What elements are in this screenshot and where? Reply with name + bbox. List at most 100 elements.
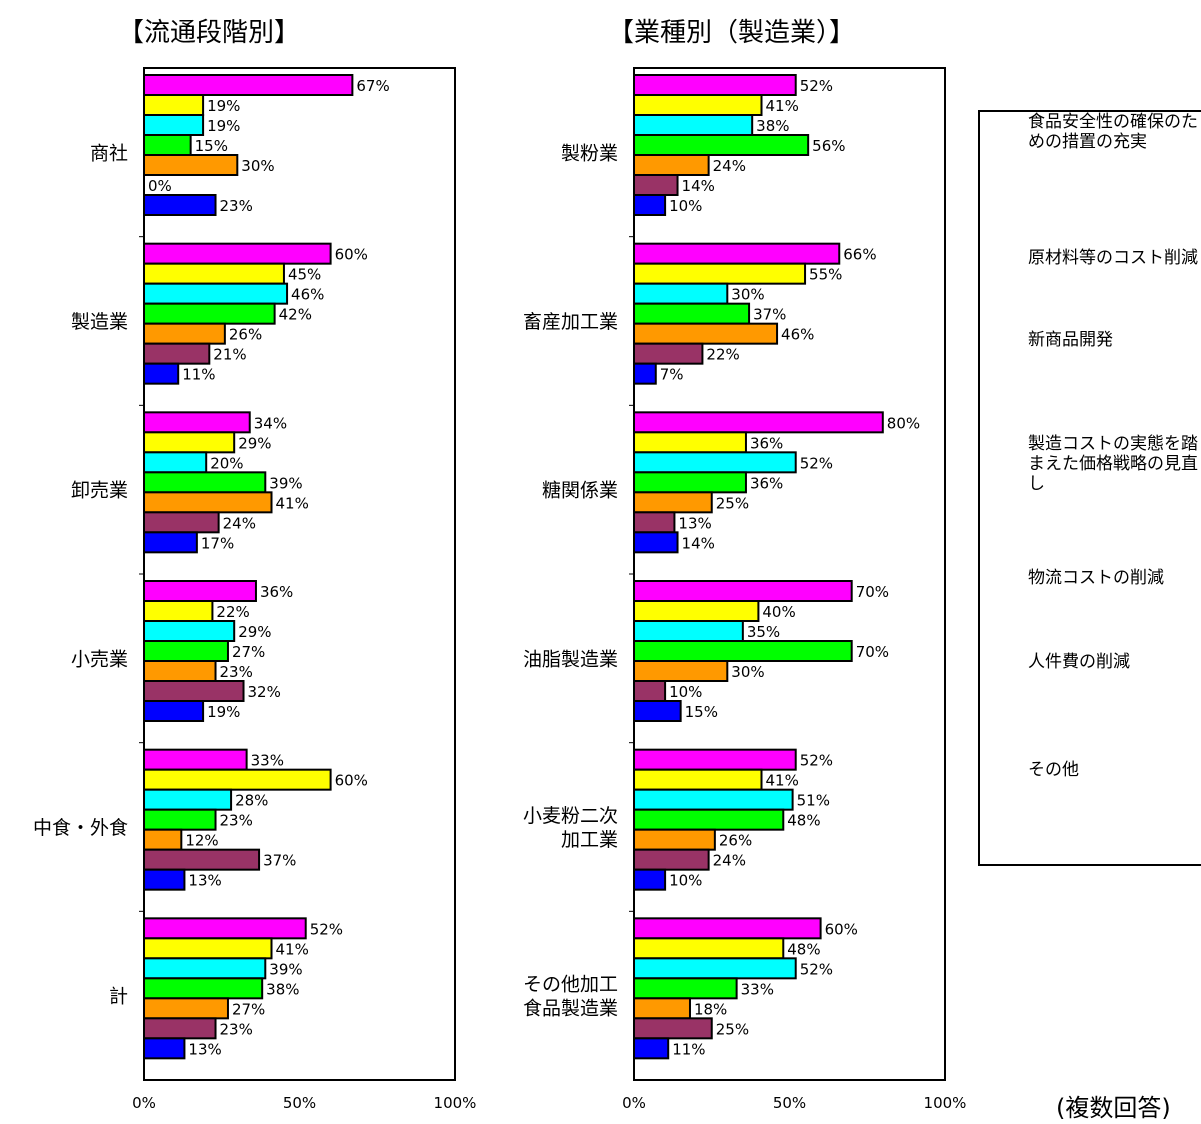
category-label: 商社 xyxy=(90,142,128,164)
category-label-line: 中食・外食 xyxy=(33,817,128,839)
data-label: 26% xyxy=(229,326,262,344)
legend-item: 製造コストの実態を踏まえた価格戦略の見直し xyxy=(1028,434,1198,494)
data-label: 14% xyxy=(682,177,715,195)
data-label: 23% xyxy=(220,1020,253,1038)
bar xyxy=(633,342,704,365)
data-label: 23% xyxy=(220,197,253,215)
bar xyxy=(143,322,226,345)
bar xyxy=(143,937,273,960)
data-label: 34% xyxy=(254,414,287,432)
data-label: 19% xyxy=(207,703,240,721)
bar xyxy=(143,828,183,851)
plot-area xyxy=(143,67,456,1081)
legend-item: その他 xyxy=(1028,760,1079,780)
data-label: 39% xyxy=(269,960,302,978)
bar xyxy=(633,868,667,891)
bar xyxy=(633,917,822,940)
data-label: 17% xyxy=(201,534,234,552)
category-label-line: 食品製造業 xyxy=(523,998,618,1020)
bar xyxy=(633,977,738,1000)
x-tick-label: 50% xyxy=(283,1094,316,1112)
bar xyxy=(143,868,186,891)
bar xyxy=(143,700,205,722)
data-label: 11% xyxy=(672,1040,705,1058)
bar xyxy=(143,362,180,385)
category-label-line: 商社 xyxy=(90,142,128,164)
bar xyxy=(143,957,267,980)
bar xyxy=(143,917,307,940)
data-label: 41% xyxy=(276,940,309,958)
data-label: 38% xyxy=(756,117,789,135)
data-label: 15% xyxy=(685,703,718,721)
x-tick-label: 50% xyxy=(773,1094,806,1112)
data-label: 36% xyxy=(750,434,783,452)
data-label: 39% xyxy=(269,474,302,492)
data-label: 60% xyxy=(335,246,368,264)
bar xyxy=(143,242,332,265)
data-label: 24% xyxy=(713,852,746,870)
bar xyxy=(143,491,273,514)
bar xyxy=(633,154,710,176)
bar xyxy=(633,788,794,811)
data-label: 33% xyxy=(251,752,284,770)
bar xyxy=(633,700,682,722)
bar xyxy=(633,322,779,345)
bar xyxy=(633,848,710,871)
chart-title-left: 【流通段階別】 xyxy=(118,18,301,48)
bar xyxy=(143,788,233,811)
data-label: 32% xyxy=(248,683,281,701)
category-label-line: 製造業 xyxy=(71,311,128,333)
bar xyxy=(633,957,797,980)
data-label: 70% xyxy=(856,643,889,661)
category-label: 中食・外食 xyxy=(33,817,128,839)
bar xyxy=(633,451,797,474)
data-label: 40% xyxy=(762,603,795,621)
category-label: 製粉業 xyxy=(561,142,618,164)
data-label: 41% xyxy=(276,494,309,512)
bar xyxy=(143,768,332,791)
data-label: 60% xyxy=(825,920,858,938)
data-label: 56% xyxy=(812,137,845,155)
bar xyxy=(143,262,285,285)
bar xyxy=(143,848,261,871)
bar xyxy=(633,1037,670,1060)
data-label: 23% xyxy=(220,663,253,681)
data-label: 66% xyxy=(843,246,876,264)
data-label: 52% xyxy=(800,77,833,95)
x-tick-label: 100% xyxy=(434,1094,477,1112)
data-label: 29% xyxy=(238,623,271,641)
bar xyxy=(633,828,716,851)
data-label: 30% xyxy=(241,157,274,175)
bar xyxy=(633,620,744,642)
data-label: 67% xyxy=(356,77,389,95)
bar xyxy=(633,808,785,831)
bar-chart-manufacturing-type: 0% 50% 100% 製粉業畜産加工業糖関係業油脂製造業小麦粉二次加工業その他加工食… xyxy=(523,67,966,1112)
bar xyxy=(143,431,236,454)
bar xyxy=(633,282,729,305)
category-label-line: 糖関係業 xyxy=(542,480,618,502)
multiple-answer-note: (複数回答) xyxy=(1056,1094,1171,1122)
bar xyxy=(143,640,229,662)
bar xyxy=(143,531,198,554)
bar xyxy=(633,134,810,156)
data-label: 12% xyxy=(185,832,218,850)
category-label: 糖関係業 xyxy=(542,480,618,502)
bar xyxy=(633,114,754,136)
category-label: 製造業 xyxy=(71,311,128,333)
bar xyxy=(143,977,264,1000)
bar xyxy=(143,74,354,96)
bar xyxy=(143,660,217,682)
data-label: 45% xyxy=(288,266,321,284)
bar xyxy=(143,1017,217,1040)
data-label: 0% xyxy=(148,177,172,195)
data-label: 18% xyxy=(694,1000,727,1018)
bar xyxy=(633,937,785,960)
category-label: 計 xyxy=(109,986,128,1008)
data-label: 19% xyxy=(207,117,240,135)
data-label: 13% xyxy=(678,514,711,532)
category-label-line: 油脂製造業 xyxy=(523,648,618,670)
category-label: 小麦粉二次加工業 xyxy=(523,805,618,851)
bar xyxy=(633,768,763,791)
legend-item: 食品安全性の確保のための措置の充実 xyxy=(1028,112,1198,152)
